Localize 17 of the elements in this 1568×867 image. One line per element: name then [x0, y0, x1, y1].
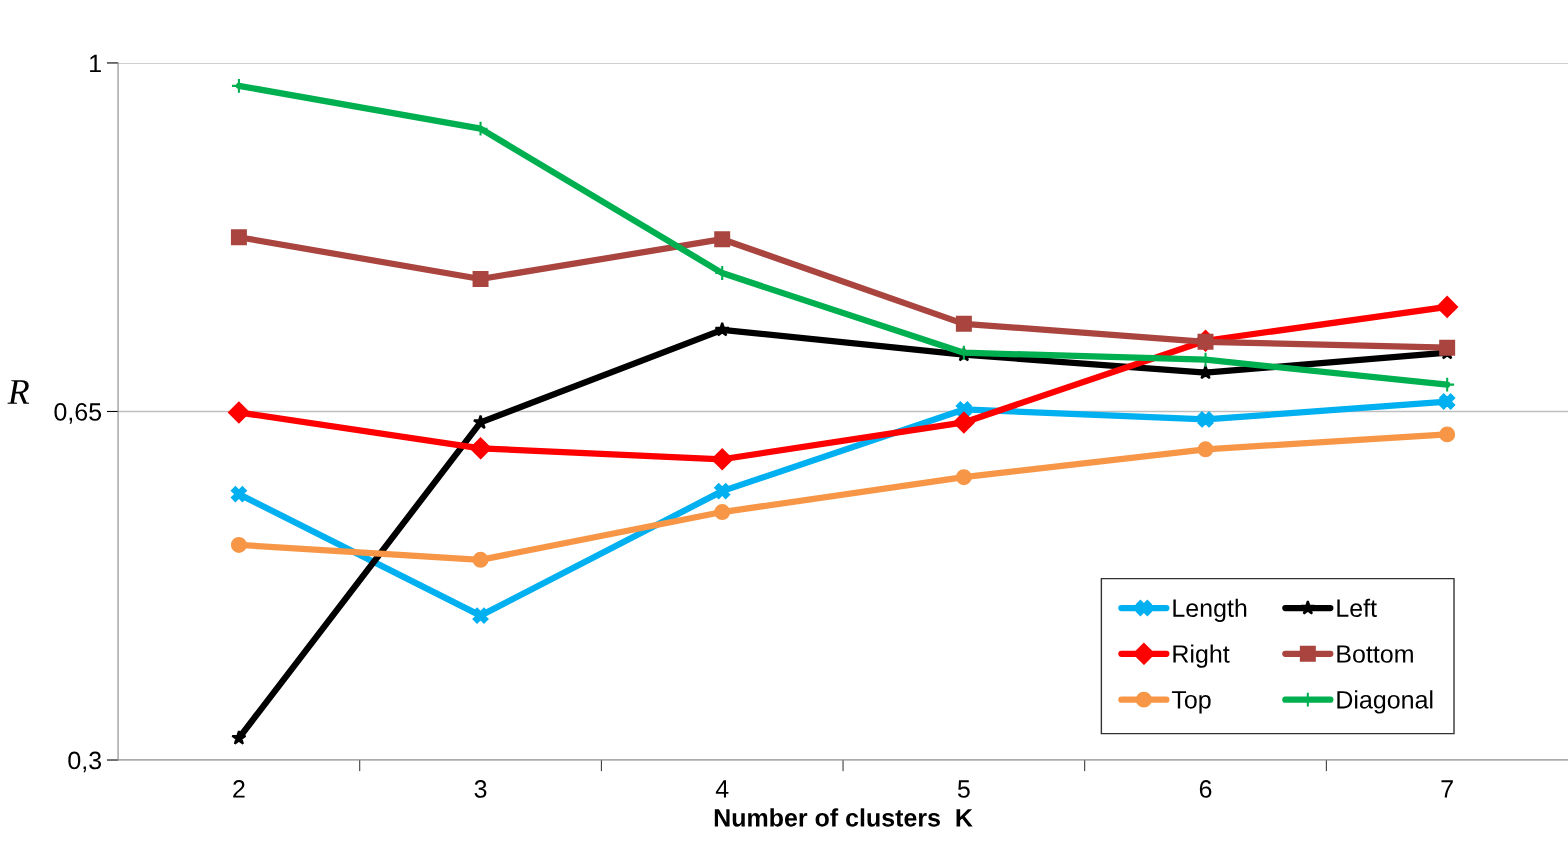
legend-label: Right [1173, 644, 1230, 668]
legend-label: Top [1171, 691, 1211, 714]
x-tick-label: 5 [957, 780, 970, 798]
x-tick-label: 7 [1441, 780, 1453, 798]
x-axis-title: Number of clusters K [714, 808, 973, 827]
x-tick-label: 4 [715, 780, 729, 798]
legend-label: Bottom [1337, 645, 1413, 663]
legend-label: Length [1173, 598, 1247, 622]
legend-label: Left [1337, 598, 1377, 618]
y-axis-title: R [7, 380, 30, 404]
y-tick-label: 0,3 [68, 751, 101, 773]
legend-label: Diagonal [1337, 690, 1433, 714]
x-tick-label: 2 [233, 780, 245, 798]
x-tick-label: 3 [474, 780, 487, 798]
y-tick-label: 0,65 [54, 403, 102, 424]
y-tick-label: 1 [90, 54, 101, 72]
x-tick-label: 6 [1199, 780, 1212, 798]
